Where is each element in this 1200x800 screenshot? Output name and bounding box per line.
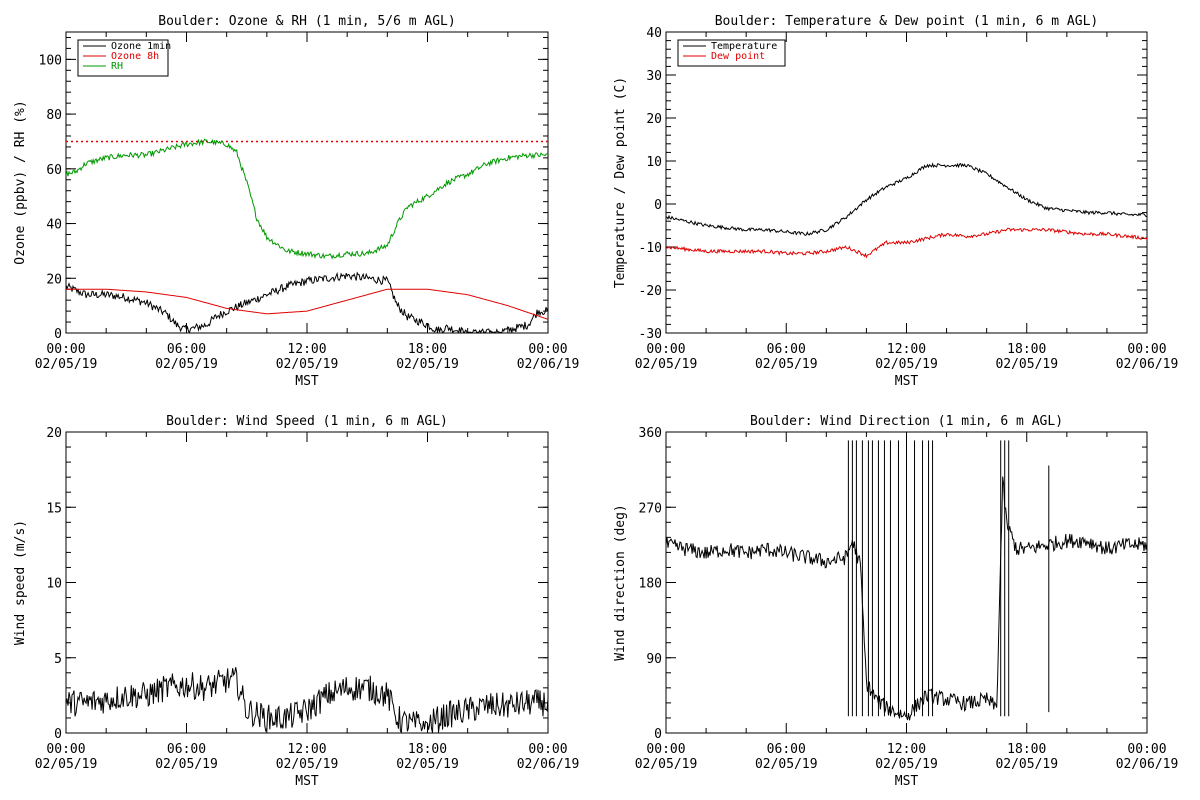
legend-label: RH: [111, 61, 123, 72]
x-tick-label-date: 02/05/19: [396, 757, 459, 772]
series-line-rh: [66, 138, 548, 260]
y-tick-label: 40: [646, 26, 662, 41]
series-line-ozone-1min: [66, 271, 548, 333]
x-tick-label-time: 00:00: [528, 742, 567, 757]
x-tick-label-time: 18:00: [1007, 742, 1046, 757]
x-tick-label-date: 02/05/19: [995, 357, 1058, 372]
chart-title: Boulder: Wind Direction (1 min, 6 m AGL): [750, 414, 1063, 429]
y-tick-label: -10: [639, 241, 662, 256]
y-tick-label: 20: [46, 272, 62, 287]
x-tick-label-time: 06:00: [767, 342, 806, 357]
x-tick-label-time: 00:00: [1127, 342, 1166, 357]
x-tick-label-date: 02/06/19: [517, 357, 580, 372]
y-tick-label: 0: [654, 198, 662, 213]
x-tick-label-time: 00:00: [646, 742, 685, 757]
x-tick-label-time: 00:00: [46, 742, 85, 757]
x-tick-label-date: 02/05/19: [396, 357, 459, 372]
x-tick-label-time: 00:00: [528, 342, 567, 357]
x-tick-label-time: 12:00: [887, 342, 926, 357]
x-tick-label-date: 02/05/19: [875, 357, 938, 372]
y-tick-label: -20: [639, 284, 662, 299]
y-tick-label: 90: [646, 652, 662, 667]
plot-frame: [65, 431, 549, 734]
y-tick-label: 15: [46, 501, 62, 516]
x-tick-label-time: 00:00: [46, 342, 85, 357]
series-line-wind-speed: [66, 667, 548, 733]
y-axis-label: Temperature / Dew point (C): [613, 77, 628, 288]
y-tick-label: 60: [46, 163, 62, 178]
y-tick-label: 270: [639, 501, 662, 516]
chart-panel-4: Boulder: Wind Direction (1 min, 6 m AGL)…: [613, 414, 1178, 789]
x-tick-label-date: 02/06/19: [517, 757, 580, 772]
y-tick-label: 100: [39, 53, 62, 68]
series-line-dew-point: [666, 227, 1147, 259]
plot-frame: [665, 31, 1148, 334]
y-tick-label: 0: [54, 727, 62, 742]
chart-title: Boulder: Temperature & Dew point (1 min,…: [715, 14, 1099, 29]
series-line-wind-direction: [666, 476, 1147, 721]
y-tick-label: 40: [46, 218, 62, 233]
chart-panel-3: Boulder: Wind Speed (1 min, 6 m AGL) 0 5 10…: [13, 414, 579, 789]
x-tick-label-date: 02/05/19: [635, 757, 698, 772]
x-tick-label-date: 02/05/19: [635, 357, 698, 372]
x-tick-label-date: 02/05/19: [155, 357, 218, 372]
y-axis-label: Wind speed (m/s): [13, 520, 28, 645]
plot-frame: [65, 31, 549, 334]
y-tick-label: 10: [646, 155, 662, 170]
legend-label: Dew point: [711, 51, 765, 62]
y-tick-label: 360: [639, 426, 662, 441]
x-tick-label-time: 00:00: [1127, 742, 1166, 757]
x-tick-label-time: 18:00: [408, 342, 447, 357]
x-tick-label-time: 06:00: [167, 342, 206, 357]
legend-label: Ozone 1min: [111, 41, 171, 52]
y-tick-label: 180: [639, 577, 662, 592]
x-axis-label: MST: [895, 374, 919, 389]
x-tick-label-date: 02/05/19: [35, 757, 98, 772]
y-tick-label: -30: [639, 327, 662, 342]
x-tick-label-date: 02/05/19: [155, 757, 218, 772]
x-tick-label-time: 18:00: [1007, 342, 1046, 357]
x-tick-label-date: 02/05/19: [755, 757, 818, 772]
x-tick-label-time: 18:00: [408, 742, 447, 757]
y-tick-label: 20: [46, 426, 62, 441]
y-axis-label: Ozone (ppbv) / RH (%): [13, 100, 28, 264]
legend-box: [677, 39, 786, 67]
y-tick-label: 0: [54, 327, 62, 342]
series-line-temperature: [666, 162, 1147, 236]
legend-label: Temperature: [711, 41, 777, 52]
x-tick-label-time: 06:00: [167, 742, 206, 757]
chart-panel-2: Boulder: Temperature & Dew point (1 min,…: [613, 14, 1178, 389]
y-tick-label: 20: [646, 112, 662, 127]
x-tick-label-date: 02/05/19: [276, 757, 339, 772]
x-axis-label: MST: [295, 374, 319, 389]
series-line-ozone-8h: [66, 288, 548, 320]
x-tick-label-date: 02/05/19: [875, 757, 938, 772]
chart-title: Boulder: Wind Speed (1 min, 6 m AGL): [166, 414, 448, 429]
x-tick-label-time: 12:00: [287, 742, 326, 757]
y-tick-label: 30: [646, 69, 662, 84]
x-tick-label-date: 02/06/19: [1116, 757, 1179, 772]
y-axis-label: Wind direction (deg): [613, 504, 628, 661]
chart-panel-1: Boulder: Ozone & RH (1 min, 5/6 m AGL)02…: [13, 14, 579, 389]
y-tick-label: 10: [46, 577, 62, 592]
x-tick-label-time: 00:00: [646, 342, 685, 357]
y-tick-label: 80: [46, 108, 62, 123]
x-tick-label-date: 02/05/19: [755, 357, 818, 372]
y-tick-label: 5: [54, 652, 62, 667]
x-axis-label: MST: [895, 774, 919, 789]
x-axis-label: MST: [295, 774, 319, 789]
x-tick-label-date: 02/06/19: [1116, 357, 1179, 372]
x-tick-label-date: 02/05/19: [276, 357, 339, 372]
x-tick-label-date: 02/05/19: [35, 357, 98, 372]
x-tick-label-date: 02/05/19: [995, 757, 1058, 772]
x-tick-label-time: 12:00: [887, 742, 926, 757]
chart-title: Boulder: Ozone & RH (1 min, 5/6 m AGL): [158, 14, 455, 29]
x-tick-label-time: 06:00: [767, 742, 806, 757]
legend-label: Ozone 8h: [111, 51, 159, 62]
x-tick-label-time: 12:00: [287, 342, 326, 357]
y-tick-label: 0: [654, 727, 662, 742]
